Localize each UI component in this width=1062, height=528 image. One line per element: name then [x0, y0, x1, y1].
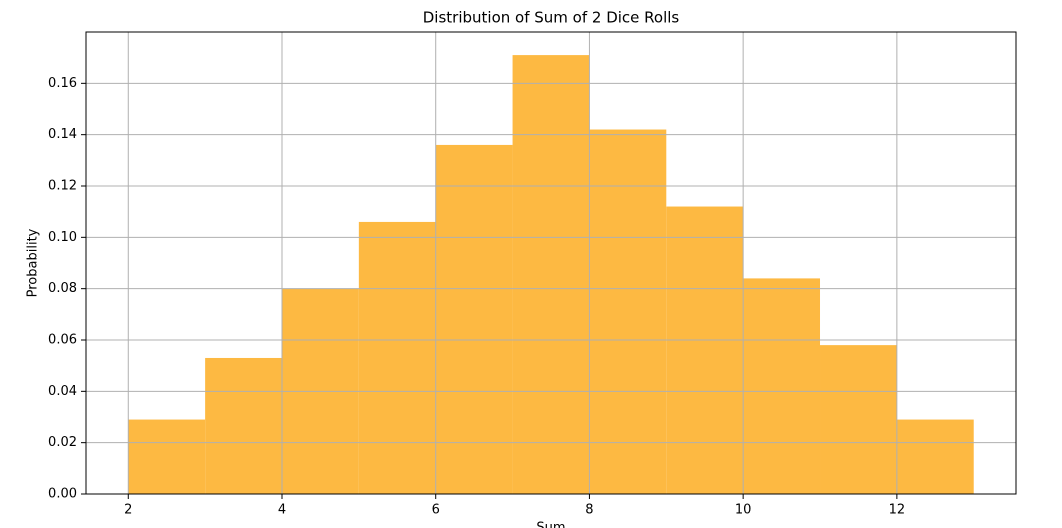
bar [589, 129, 667, 495]
y-tick-label: 0.16 [48, 76, 77, 91]
bar [435, 144, 513, 494]
y-tick-label: 0.12 [48, 179, 77, 194]
y-tick-label: 0.10 [48, 230, 77, 245]
y-tick-label: 0.02 [48, 435, 77, 450]
plot-frame [85, 31, 1017, 495]
y-tick-label: 0.04 [48, 384, 77, 399]
x-tick-label: 6 [432, 503, 440, 518]
bar [205, 357, 282, 494]
x-tick-label: 8 [585, 503, 593, 518]
bar [512, 55, 590, 494]
x-tick-label: 10 [735, 503, 752, 518]
y-tick-label: 0.14 [48, 127, 77, 142]
x-axis-label: Sum [536, 521, 565, 528]
x-tick-label: 12 [889, 503, 906, 518]
bar [128, 419, 206, 494]
x-tick-label: 4 [278, 503, 286, 518]
y-tick-label: 0.06 [48, 333, 77, 348]
bar [743, 278, 821, 494]
y-tick-label: 0.00 [48, 487, 77, 502]
bar [666, 206, 744, 495]
x-tick-label: 2 [124, 503, 132, 518]
bar [820, 345, 897, 494]
y-axis-label: Probability [26, 228, 41, 297]
chart-title: Distribution of Sum of 2 Dice Rolls [423, 9, 680, 27]
bar [358, 221, 436, 494]
bar [896, 419, 974, 494]
y-tick-label: 0.08 [48, 281, 77, 296]
